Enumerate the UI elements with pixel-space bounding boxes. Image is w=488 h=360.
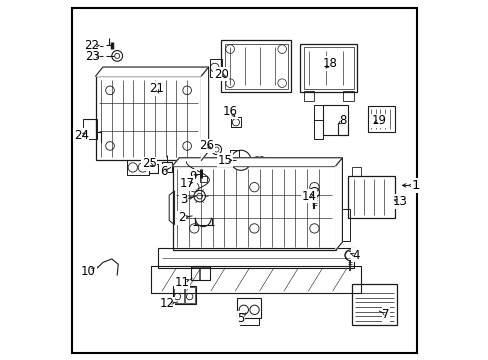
Text: 3: 3 (180, 193, 187, 206)
Bar (151, 266, 360, 293)
Text: 1: 1 (408, 179, 416, 192)
Text: 16: 16 (222, 105, 237, 118)
Bar (158, 248, 353, 268)
Polygon shape (172, 158, 342, 166)
Bar (172, 166, 335, 250)
Text: 7: 7 (382, 308, 389, 321)
Bar (367, 107, 394, 132)
Text: 5: 5 (237, 311, 244, 325)
Text: 6: 6 (160, 165, 167, 177)
Bar (300, 44, 357, 92)
Text: 12: 12 (160, 297, 175, 310)
Bar (335, 209, 349, 241)
Bar (348, 176, 394, 218)
Text: 18: 18 (323, 57, 337, 70)
Text: 24: 24 (74, 129, 89, 142)
Bar (96, 76, 201, 160)
Bar (224, 44, 287, 89)
Bar (172, 286, 196, 304)
Text: 20: 20 (213, 68, 228, 81)
Text: 10: 10 (81, 265, 96, 278)
Text: 15: 15 (217, 154, 232, 167)
Bar (237, 298, 260, 318)
Text: 1: 1 (410, 179, 419, 192)
Bar (149, 164, 158, 173)
Bar (303, 91, 314, 101)
Bar (230, 117, 241, 127)
Bar (323, 105, 348, 135)
Text: 14: 14 (301, 190, 316, 203)
Bar (210, 59, 222, 77)
Bar (185, 287, 195, 303)
Bar (343, 91, 353, 101)
Bar (314, 105, 323, 139)
Text: 4: 4 (351, 249, 359, 262)
Text: 23: 23 (84, 50, 100, 63)
Bar (230, 149, 239, 164)
Bar (162, 162, 172, 172)
Bar (200, 267, 209, 280)
Text: 17: 17 (179, 177, 194, 190)
Bar (303, 47, 353, 89)
Bar (351, 284, 396, 325)
Bar (199, 176, 206, 182)
Bar (221, 40, 290, 92)
Bar (191, 267, 199, 280)
Text: 2: 2 (178, 211, 185, 224)
Bar (351, 167, 360, 176)
Polygon shape (335, 158, 342, 250)
Bar (190, 266, 210, 280)
Text: 22: 22 (84, 39, 100, 52)
Text: 25: 25 (142, 157, 157, 170)
Text: 9: 9 (188, 170, 196, 183)
Text: 26: 26 (199, 139, 214, 152)
Polygon shape (201, 67, 208, 160)
Bar (174, 287, 183, 303)
Text: 13: 13 (392, 195, 407, 208)
Text: 8: 8 (339, 114, 346, 127)
Text: 21: 21 (149, 82, 164, 95)
Polygon shape (96, 67, 208, 76)
Bar (127, 159, 149, 175)
Text: 11: 11 (174, 276, 189, 289)
Text: 19: 19 (371, 114, 386, 127)
Bar (83, 119, 97, 139)
